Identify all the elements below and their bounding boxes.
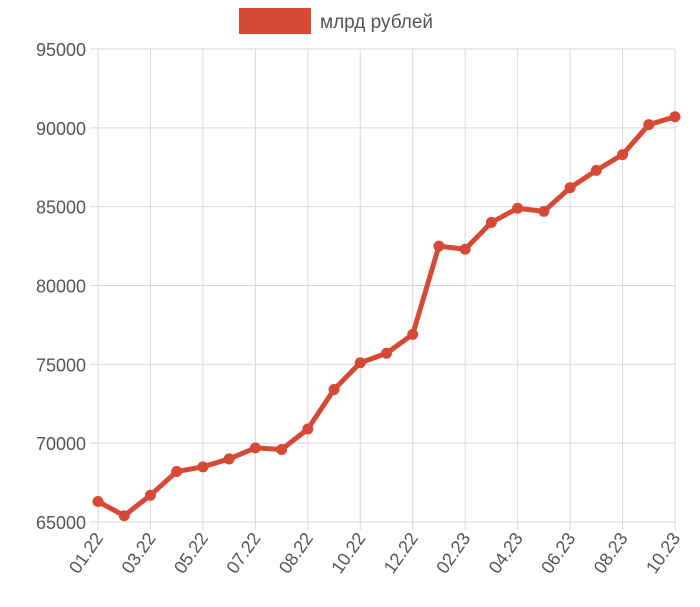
x-tick-label: 07.22 (222, 529, 264, 577)
data-point[interactable] (433, 240, 445, 252)
legend-swatch[interactable] (239, 8, 311, 34)
chart-series (92, 111, 681, 522)
y-tick-label: 75000 (36, 355, 86, 375)
data-point[interactable] (171, 466, 183, 478)
x-tick-label: 05.22 (170, 529, 212, 577)
data-point[interactable] (590, 164, 602, 176)
data-point[interactable] (354, 357, 366, 369)
y-tick-label: 65000 (36, 513, 86, 533)
data-point[interactable] (223, 453, 235, 465)
data-point[interactable] (328, 384, 340, 396)
data-point[interactable] (538, 205, 550, 217)
chart-legend[interactable]: млрд рублей (239, 8, 433, 34)
x-tick-label: 04.23 (485, 529, 527, 577)
data-point[interactable] (118, 510, 130, 522)
x-tick-label: 10.22 (327, 529, 369, 577)
data-point[interactable] (249, 442, 261, 454)
x-tick-label: 10.23 (642, 529, 684, 577)
data-point[interactable] (485, 216, 497, 228)
x-tick-label: 03.22 (118, 529, 160, 577)
data-point[interactable] (276, 443, 288, 455)
data-point[interactable] (564, 182, 576, 194)
data-point[interactable] (669, 111, 681, 123)
data-point[interactable] (302, 423, 314, 435)
x-tick-label: 01.22 (65, 529, 107, 577)
data-point[interactable] (617, 149, 629, 161)
y-tick-label: 85000 (36, 198, 86, 218)
data-point[interactable] (144, 489, 156, 501)
series-line (95, 114, 678, 519)
data-point[interactable] (407, 328, 419, 340)
y-tick-label: 80000 (36, 277, 86, 297)
y-tick-label: 95000 (36, 40, 86, 60)
y-tick-label: 70000 (36, 434, 86, 454)
x-tick-label: 08.22 (275, 529, 317, 577)
chart-grid (90, 48, 676, 530)
data-point[interactable] (381, 347, 392, 359)
data-point[interactable] (92, 496, 104, 508)
y-tick-label: 90000 (36, 119, 86, 139)
y-axis-tick-labels: 95000 90000 85000 80000 75000 70000 65000 (36, 40, 86, 533)
x-tick-label: 08.23 (590, 529, 632, 577)
x-tick-label: 12.22 (380, 529, 422, 577)
x-tick-label: 06.23 (537, 529, 579, 577)
data-point[interactable] (512, 202, 524, 214)
data-point[interactable] (197, 461, 209, 473)
data-point[interactable] (643, 119, 655, 131)
legend-label[interactable]: млрд рублей (320, 12, 433, 33)
data-point[interactable] (459, 243, 471, 255)
x-axis-tick-labels: 01.22 03.22 05.22 07.22 08.22 10.22 12.22 02.23… (65, 529, 684, 577)
x-tick-label: 02.23 (432, 529, 474, 577)
